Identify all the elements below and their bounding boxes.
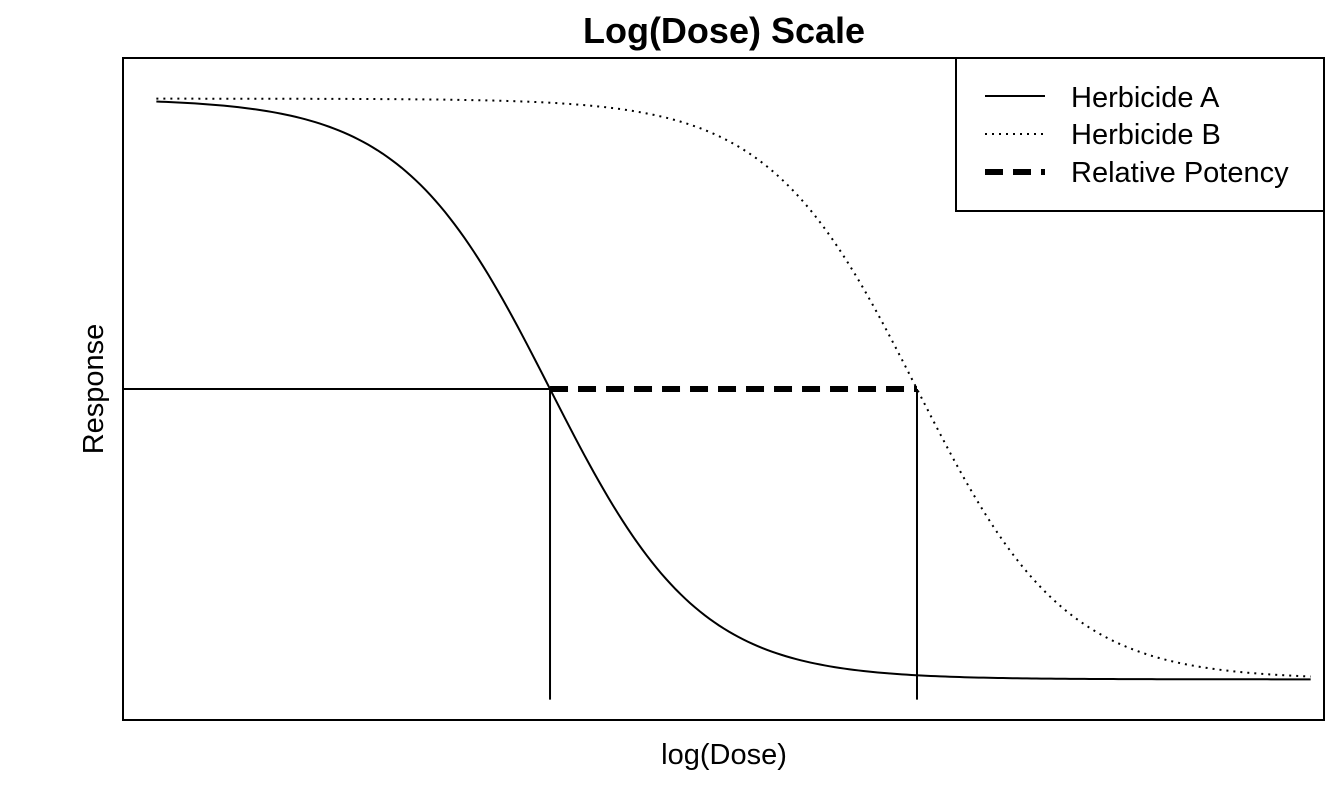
y-axis-label: Response — [78, 324, 110, 455]
x-axis-label: log(Dose) — [661, 739, 787, 771]
legend: Herbicide A Herbicide B Relative Potency — [955, 57, 1325, 212]
legend-label-herbicide-b: Herbicide B — [1071, 119, 1221, 151]
legend-label-relative-potency: Relative Potency — [1071, 157, 1289, 189]
legend-label-herbicide-a: Herbicide A — [1071, 82, 1220, 114]
plot-area — [123, 97, 1311, 700]
series-line-herbicide-a — [156, 100, 1311, 681]
chart-title: Log(Dose) Scale — [583, 10, 865, 51]
series-line-herbicide-b — [156, 97, 1311, 678]
legend-box — [955, 57, 1325, 212]
